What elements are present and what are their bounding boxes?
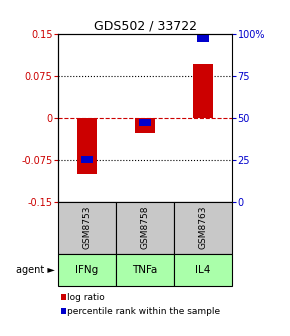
Bar xyxy=(139,119,151,126)
Text: IFNg: IFNg xyxy=(75,265,99,275)
Bar xyxy=(197,35,209,42)
Text: IL4: IL4 xyxy=(195,265,211,275)
Text: GSM8758: GSM8758 xyxy=(140,206,150,249)
Text: percentile rank within the sample: percentile rank within the sample xyxy=(67,307,220,316)
Text: GSM8753: GSM8753 xyxy=(82,206,92,249)
Text: log ratio: log ratio xyxy=(67,293,104,301)
Text: agent ►: agent ► xyxy=(16,265,55,275)
Bar xyxy=(135,118,155,133)
Text: TNFa: TNFa xyxy=(132,265,158,275)
Bar xyxy=(81,156,93,163)
Bar xyxy=(193,65,213,118)
Title: GDS502 / 33722: GDS502 / 33722 xyxy=(93,19,197,33)
Bar xyxy=(77,118,97,174)
Text: GSM8763: GSM8763 xyxy=(198,206,208,249)
